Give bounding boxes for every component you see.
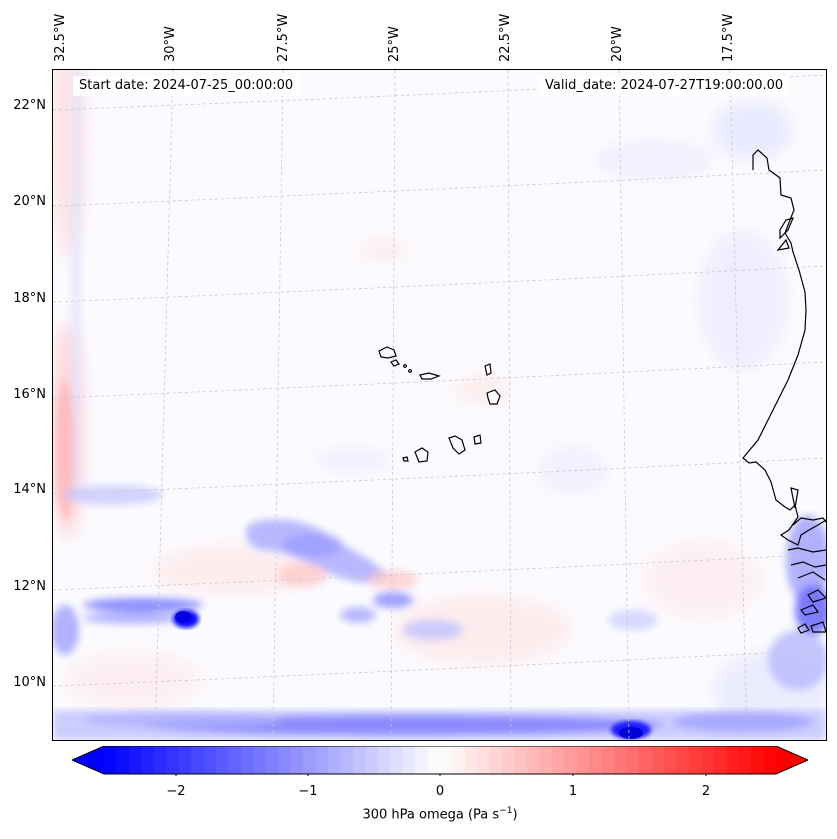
colorbar-step <box>552 746 566 774</box>
colorbar-step <box>726 746 740 774</box>
map-frame <box>52 69 827 741</box>
colorbar-step <box>352 746 366 774</box>
colorbar-step <box>751 746 765 774</box>
colorbar-step <box>639 746 653 774</box>
colorbar-step <box>539 746 553 774</box>
colorbar-steps <box>104 746 777 774</box>
colorbar-step <box>514 746 528 774</box>
colorbar <box>72 746 808 776</box>
lon-label-30w: 30°W <box>163 26 178 62</box>
colorbar-step <box>489 746 503 774</box>
lon-label-17-5w: 17.5°W <box>721 13 736 62</box>
lon-label-27-5w: 27.5°W <box>276 13 291 62</box>
colorbar-step <box>278 746 292 774</box>
colorbar-step <box>589 746 603 774</box>
omega-field <box>53 70 826 740</box>
lat-label-14n: 14°N <box>13 482 46 497</box>
lat-label-16n: 16°N <box>13 387 46 402</box>
colorbar-step <box>178 746 192 774</box>
lat-label-10n: 10°N <box>13 675 46 690</box>
colorbar-step <box>128 746 142 774</box>
colorbar-step <box>763 746 777 774</box>
lon-label-22-5w: 22.5°W <box>498 13 513 62</box>
lat-label-12n: 12°N <box>13 579 46 594</box>
colorbar-step <box>365 746 379 774</box>
colorbar-step <box>427 746 441 774</box>
colorbar-step <box>626 746 640 774</box>
colorbar-outline <box>72 746 808 775</box>
colorbar-step <box>303 746 317 774</box>
lat-label-18n: 18°N <box>13 291 46 306</box>
colorbar-step <box>377 746 391 774</box>
colorbar-unit-close: ) <box>512 807 518 823</box>
colorbar-step <box>664 746 678 774</box>
valid-date-label: Valid_date: 2024-07-27T19:00:00.00 <box>539 76 790 96</box>
colorbar-step <box>315 746 329 774</box>
colorbar-step <box>464 746 478 774</box>
colorbar-tick-minus2: −2 <box>166 784 186 799</box>
colorbar-step <box>402 746 416 774</box>
colorbar-step <box>614 746 628 774</box>
colorbar-step <box>265 746 279 774</box>
colorbar-unit-exponent: −1 <box>499 806 513 816</box>
lon-label-25w: 25°W <box>387 26 402 62</box>
colorbar-step <box>576 746 590 774</box>
colorbar-extend-min <box>72 746 104 774</box>
colorbar-step <box>153 746 167 774</box>
coastline <box>742 149 826 634</box>
colorbar-step <box>701 746 715 774</box>
colorbar-variable: 300 hPa omega (Pa s <box>362 807 500 823</box>
gridlines <box>53 70 826 740</box>
colorbar-step <box>651 746 665 774</box>
colorbar-step <box>440 746 454 774</box>
start-date-label: Start date: 2024-07-25_00:00:00 <box>73 76 300 96</box>
colorbar-label: 300 hPa omega (Pa s−1) <box>0 806 837 822</box>
colorbar-step <box>415 746 429 774</box>
colorbar-ticks <box>175 774 707 776</box>
colorbar-tick-1: 1 <box>568 784 578 799</box>
lon-label-20w: 20°W <box>610 26 625 62</box>
colorbar-step <box>203 746 217 774</box>
colorbar-step <box>290 746 304 774</box>
colorbar-step <box>564 746 578 774</box>
colorbar-tick-minus1: −1 <box>298 784 318 799</box>
colorbar-step <box>216 746 230 774</box>
colorbar-step <box>601 746 615 774</box>
colorbar-extend-max <box>776 746 808 774</box>
colorbar-tick-2: 2 <box>701 784 711 799</box>
colorbar-step <box>452 746 466 774</box>
colorbar-step <box>104 746 118 774</box>
colorbar-step <box>738 746 752 774</box>
colorbar-step <box>502 746 516 774</box>
omega-map <box>53 70 826 740</box>
colorbar-step <box>477 746 491 774</box>
colorbar-step <box>141 746 155 774</box>
colorbar-step <box>328 746 342 774</box>
lon-label-32-5w: 32.5°W <box>53 13 68 62</box>
colorbar-step <box>228 746 242 774</box>
colorbar-step <box>390 746 404 774</box>
colorbar-step <box>340 746 354 774</box>
colorbar-step <box>688 746 702 774</box>
colorbar-step <box>253 746 267 774</box>
colorbar-step <box>166 746 180 774</box>
colorbar-tick-0: 0 <box>435 784 445 799</box>
lat-label-20n: 20°N <box>13 194 46 209</box>
colorbar-step <box>527 746 541 774</box>
colorbar-step <box>240 746 254 774</box>
colorbar-step <box>713 746 727 774</box>
colorbar-step <box>116 746 130 774</box>
colorbar-step <box>191 746 205 774</box>
colorbar-step <box>676 746 690 774</box>
cape-verde-islands <box>378 346 501 463</box>
lat-label-22n: 22°N <box>13 98 46 113</box>
